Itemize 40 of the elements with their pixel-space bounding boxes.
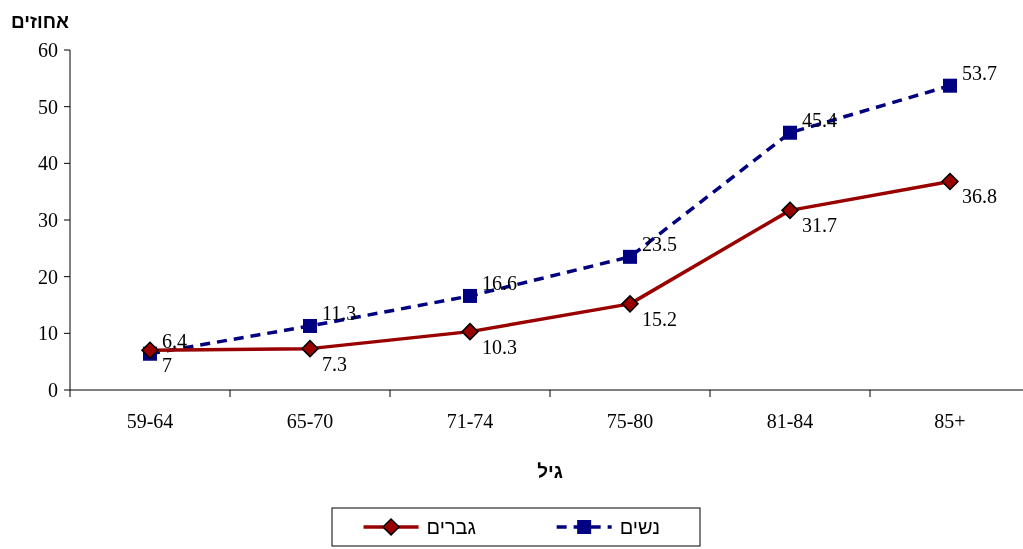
x-axis-title: גיל [537,461,563,482]
y-axis-title: אחוזים [11,11,70,32]
point [781,201,799,220]
data-label: 36.8 [962,185,997,208]
data-label: 11.3 [322,301,357,324]
x-tick-label: 75-80 [606,410,654,432]
point [301,339,319,358]
data-label: 7.3 [322,352,347,375]
point [303,318,317,333]
x-tick-label: 65-70 [286,410,334,432]
y-tick-label: 40 [38,152,58,175]
x-tick-label: 71-74 [446,410,494,432]
y-tick-label: 0 [48,379,58,401]
x-tick-label: 59-64 [126,410,174,432]
data-label: 6.4 [162,329,187,352]
data-label: 10.3 [482,335,517,358]
data-label: 15.2 [642,307,677,330]
point [621,295,639,313]
point [141,341,159,360]
y-tick-label: 30 [38,209,58,231]
data-label: 7 [162,354,172,377]
data-label: 31.7 [802,214,837,237]
legend-label: גברים [426,516,476,538]
data-label: 16.6 [482,271,517,294]
x-tick-label: 85+ [934,410,966,432]
data-label: 45.4 [802,108,837,131]
point [943,78,957,93]
point [461,322,479,341]
y-tick-label: 50 [38,95,58,118]
point [783,125,797,140]
y-tick-label: 10 [38,322,58,345]
data-label: 53.7 [962,61,997,84]
y-tick-label: 60 [38,39,58,61]
legend-label: נשים [619,516,660,538]
data-label: 23.5 [642,232,677,255]
point [463,288,477,303]
point [623,249,637,264]
x-tick-label: 81-84 [766,410,814,432]
point [941,172,959,191]
y-tick-label: 20 [38,265,58,288]
